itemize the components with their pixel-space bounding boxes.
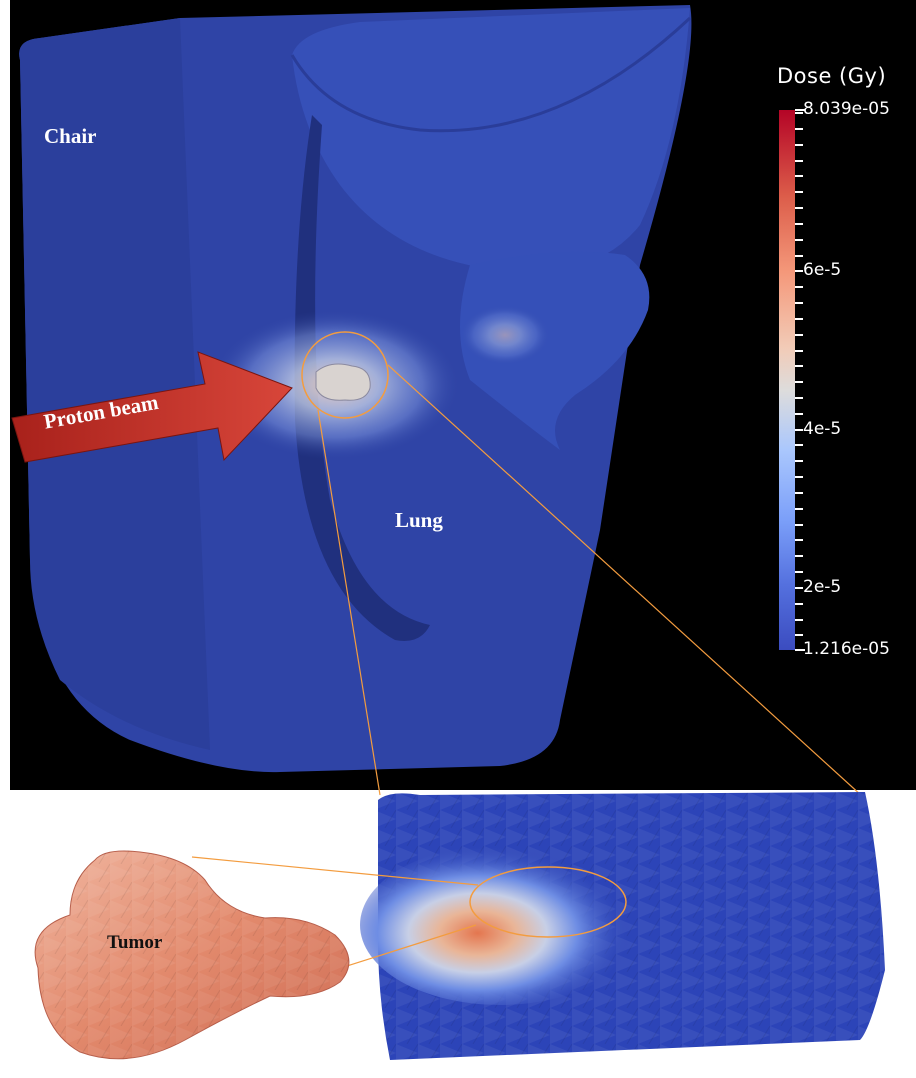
upper-shell-rim [290, 16, 692, 133]
colorbar-minor-tick [795, 476, 803, 479]
colorbar-minor-tick [795, 317, 803, 320]
lung-lobe [460, 251, 650, 450]
dose-cloud-secondary [460, 305, 550, 365]
selection-circle [301, 331, 389, 419]
colorbar-minor-tick [795, 397, 803, 399]
colorbar-minor-tick [795, 270, 803, 273]
colorbar-minor-tick [795, 333, 803, 336]
lung-groove [294, 115, 430, 641]
zoom-dose-hotspot [360, 845, 640, 1005]
colorbar-minor-tick [795, 159, 803, 162]
colorbar-minor-tick [795, 112, 803, 115]
proton-beam-arrow [11, 351, 293, 463]
colorbar-minor-tick [795, 222, 803, 225]
colorbar-minor-tick [795, 507, 803, 510]
colorbar-minor-tick [795, 207, 803, 210]
colorbar-end-tick [795, 649, 805, 651]
colorbar-minor-tick [795, 381, 803, 384]
colorbar-minor-tick [795, 602, 803, 605]
colorbar-minor-tick [795, 571, 803, 574]
colorbar-tick-label: 2e-5 [803, 576, 842, 597]
colorbar-minor-tick [795, 191, 803, 194]
tumor-small [315, 363, 371, 401]
lung-label: Lung [395, 508, 443, 532]
colorbar-minor-tick [795, 254, 803, 257]
colorbar-minor-tick [795, 460, 803, 463]
colorbar [779, 110, 795, 650]
colorbar-minor-tick [795, 349, 803, 352]
tumor-label: Tumor [107, 932, 163, 953]
colorbar-minor-tick [795, 523, 803, 526]
colorbar-minor-tick [795, 444, 803, 447]
colorbar-minor-tick [795, 539, 803, 542]
colorbar-end-tick [795, 109, 805, 111]
colorbar-minor-tick [795, 491, 803, 494]
colorbar-minor-tick [795, 555, 803, 558]
colorbar-min-label: 1.216e-05 [803, 639, 890, 659]
colorbar-minor-tick [795, 175, 803, 178]
leader-line-right [387, 364, 863, 797]
colorbar-minor-tick [795, 428, 803, 431]
colorbar-minor-tick [795, 586, 803, 589]
chair-back-face [19, 18, 210, 750]
colorbar-max-label: 8.039e-05 [803, 99, 890, 119]
colorbar-minor-tick [795, 127, 803, 130]
colorbar-title: Dose (Gy) [777, 64, 887, 88]
colorbar-minor-tick [795, 286, 803, 289]
upper-shell [292, 8, 690, 273]
colorbar-minor-tick [795, 365, 803, 368]
colorbar-minor-tick [795, 618, 803, 621]
colorbar-minor-tick [795, 238, 803, 241]
colorbar-minor-tick [795, 302, 803, 305]
chair-label: Chair [44, 124, 97, 148]
colorbar-tick-label: 6e-5 [803, 260, 842, 281]
colorbar-minor-tick [795, 634, 803, 637]
colorbar-minor-tick [795, 412, 803, 415]
leader-line-tumor-top [191, 856, 479, 886]
colorbar-minor-tick [795, 143, 803, 146]
zoom-selection-ellipse [469, 866, 627, 938]
leader-line-left [317, 409, 381, 796]
colorbar-tick-label: 4e-5 [803, 418, 842, 439]
